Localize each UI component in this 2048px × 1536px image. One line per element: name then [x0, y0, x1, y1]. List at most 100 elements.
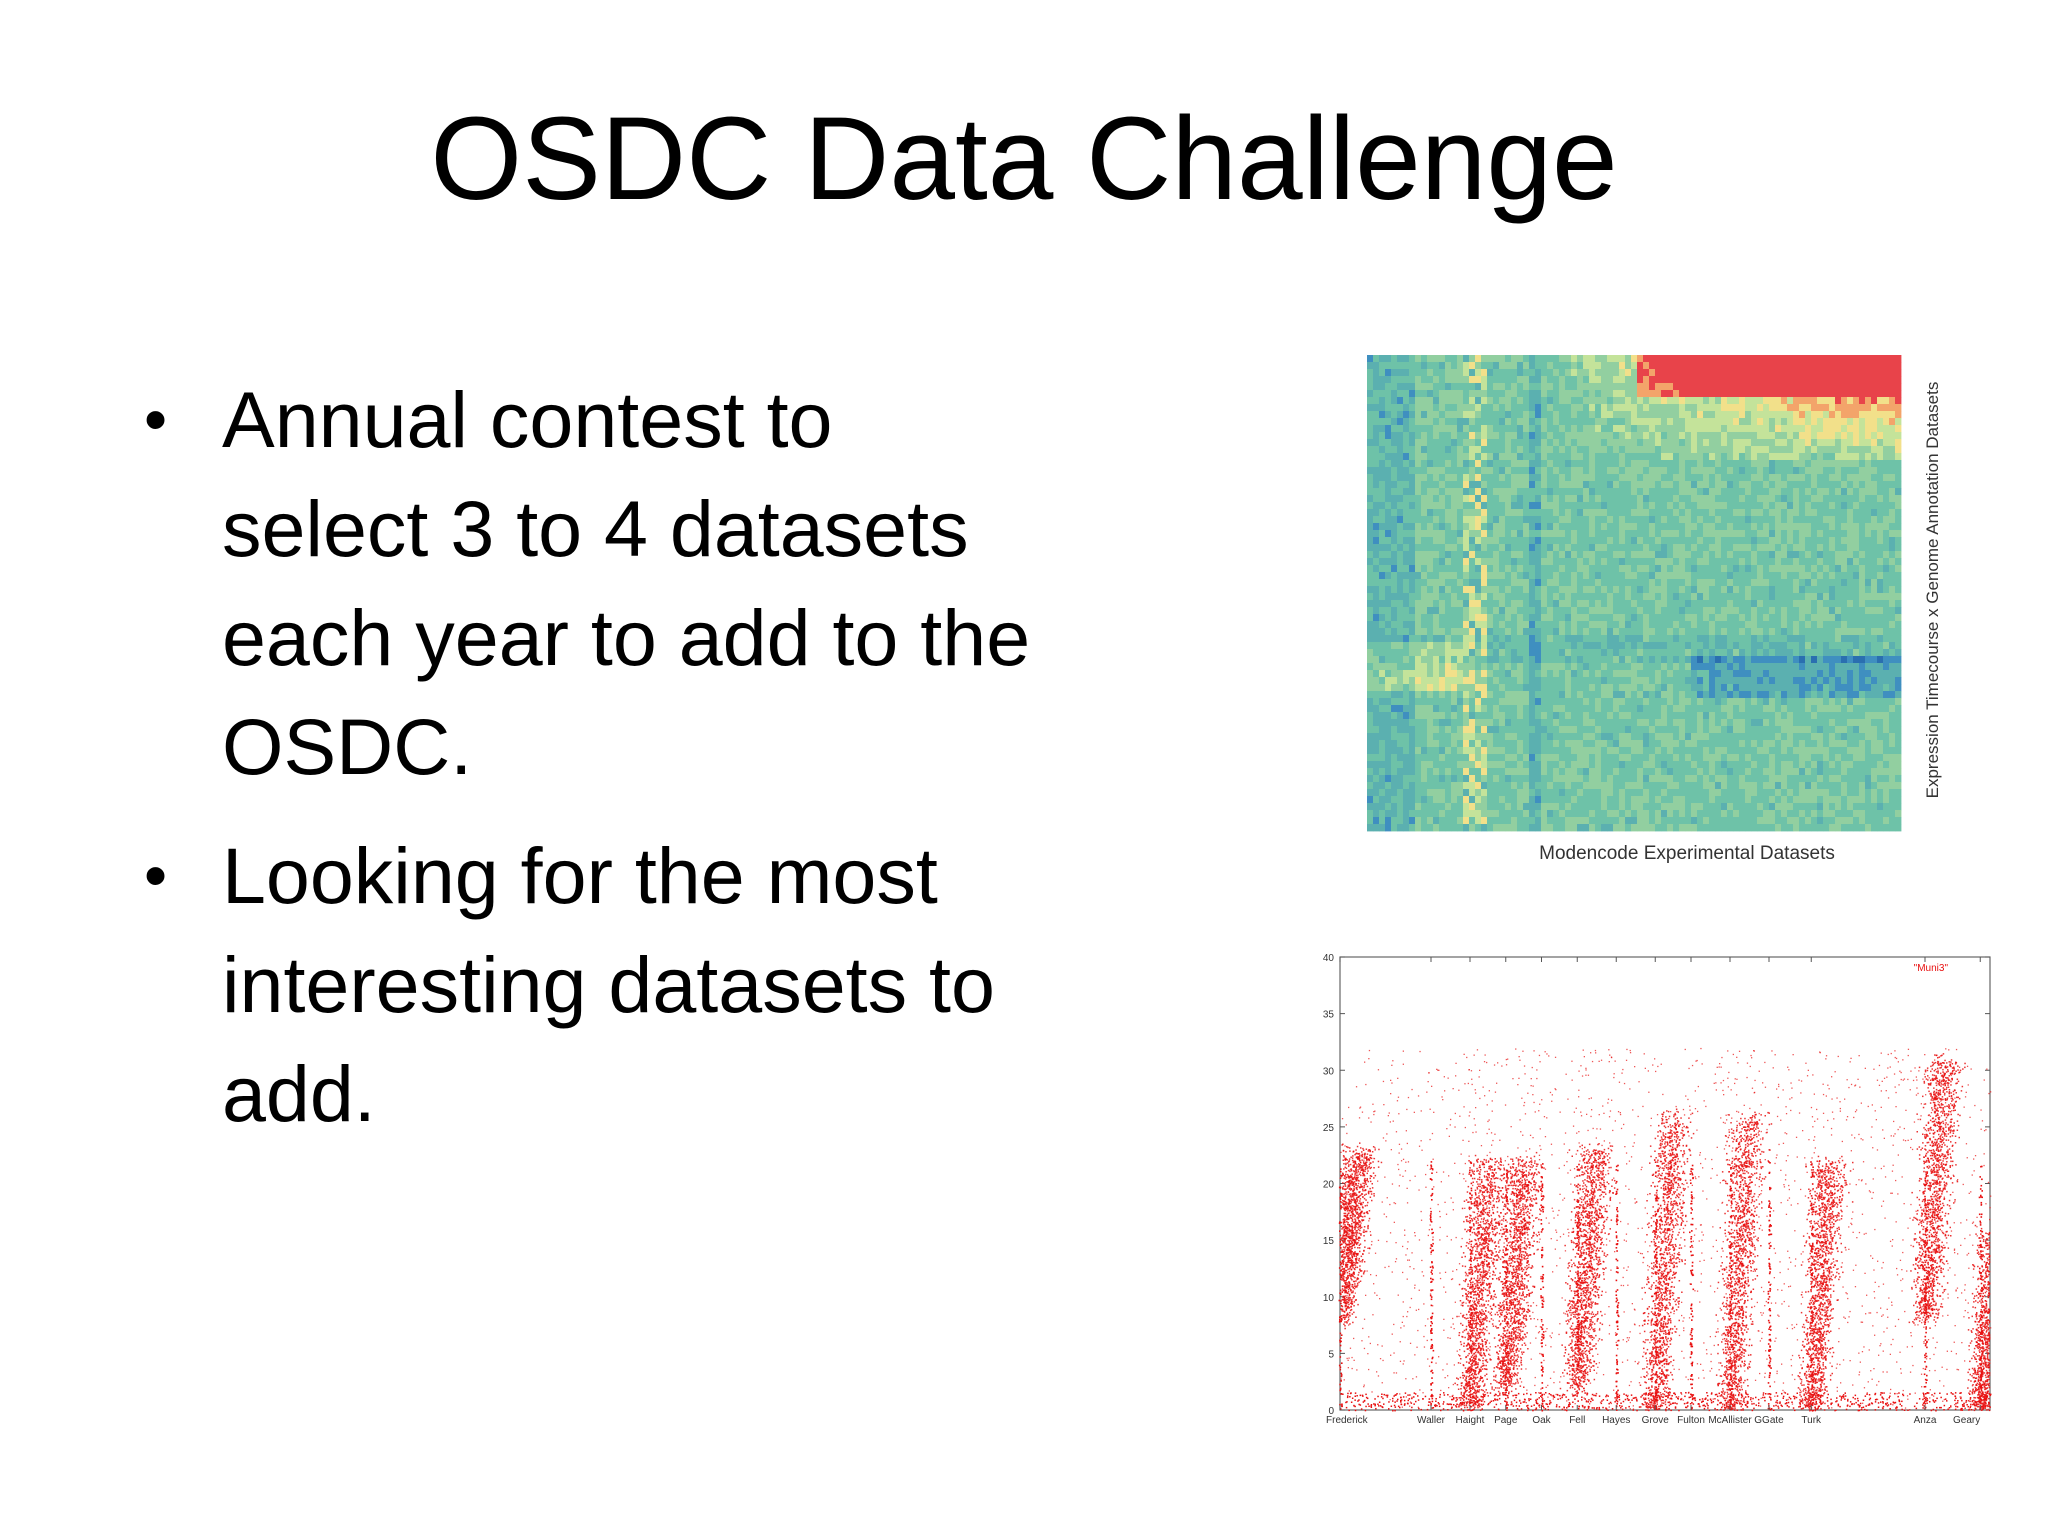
heatmap-cell [1499, 691, 1506, 699]
heatmap-cell [1643, 439, 1650, 447]
heatmap-cell [1649, 390, 1656, 398]
heatmap-cell [1619, 544, 1626, 552]
heatmap-cell [1679, 621, 1686, 629]
heatmap-cell [1415, 614, 1422, 622]
heatmap-cell [1637, 481, 1644, 489]
heatmap-cell [1691, 446, 1698, 454]
heatmap-cell [1445, 663, 1452, 671]
heatmap-cell [1781, 600, 1788, 608]
heatmap-cell [1499, 509, 1506, 517]
heatmap-cell [1709, 579, 1716, 587]
heatmap-cell [1625, 460, 1632, 468]
heatmap-cell [1415, 572, 1422, 580]
heatmap-cell [1535, 537, 1542, 545]
heatmap-cell [1499, 670, 1506, 678]
heatmap-cell [1805, 453, 1812, 461]
heatmap-cell [1403, 586, 1410, 594]
heatmap-cell [1439, 691, 1446, 699]
heatmap-cell [1409, 677, 1416, 685]
heatmap-cell [1583, 642, 1590, 650]
heatmap-cell [1439, 607, 1446, 615]
heatmap-cell [1547, 663, 1554, 671]
heatmap-cell [1811, 390, 1818, 398]
heatmap-cell [1637, 502, 1644, 510]
heatmap-cell [1763, 537, 1770, 545]
heatmap-cell [1865, 677, 1872, 685]
heatmap-cell [1433, 383, 1440, 391]
heatmap-cell [1481, 600, 1488, 608]
heatmap-cell [1763, 614, 1770, 622]
heatmap-cell [1463, 740, 1470, 748]
heatmap-cell [1649, 586, 1656, 594]
heatmap-cell [1577, 446, 1584, 454]
heatmap-cell [1793, 523, 1800, 531]
heatmap-cell [1649, 614, 1656, 622]
heatmap-cell [1517, 537, 1524, 545]
heatmap-cell [1853, 565, 1860, 573]
heatmap-cell [1523, 733, 1530, 741]
heatmap-cell [1841, 509, 1848, 517]
heatmap-cell [1397, 544, 1404, 552]
heatmap-cell [1619, 355, 1626, 363]
heatmap-cell [1733, 467, 1740, 475]
heatmap-cell [1781, 488, 1788, 496]
heatmap-cell [1655, 656, 1662, 664]
heatmap-cell [1559, 621, 1566, 629]
heatmap-cell [1823, 691, 1830, 699]
heatmap-cell [1493, 432, 1500, 440]
heatmap-cell [1691, 642, 1698, 650]
heatmap-cell [1637, 621, 1644, 629]
heatmap-cell [1469, 586, 1476, 594]
heatmap-cell [1625, 495, 1632, 503]
heatmap-cell [1643, 705, 1650, 713]
heatmap-cell [1433, 663, 1440, 671]
heatmap-cell [1421, 404, 1428, 412]
heatmap-cell [1505, 684, 1512, 692]
heatmap-cell [1673, 670, 1680, 678]
heatmap-cell [1655, 446, 1662, 454]
heatmap-cell [1685, 446, 1692, 454]
heatmap-cell [1379, 698, 1386, 706]
heatmap-cell [1655, 362, 1662, 370]
heatmap-cell [1883, 705, 1890, 713]
heatmap-cell [1595, 481, 1602, 489]
heatmap-cell [1493, 677, 1500, 685]
heatmap-cell [1817, 572, 1824, 580]
heatmap-cell [1619, 663, 1626, 671]
heatmap-cell [1811, 551, 1818, 559]
heatmap-cell [1511, 544, 1518, 552]
heatmap-cell [1751, 551, 1758, 559]
heatmap-cell [1535, 425, 1542, 433]
heatmap-cell [1403, 383, 1410, 391]
heatmap-cell [1895, 376, 1902, 384]
heatmap-cell [1739, 544, 1746, 552]
heatmap-cell [1745, 726, 1752, 734]
heatmap-cell [1655, 726, 1662, 734]
heatmap-cell [1643, 516, 1650, 524]
heatmap-cell [1715, 586, 1722, 594]
heatmap-cell [1757, 677, 1764, 685]
heatmap-cell [1517, 446, 1524, 454]
heatmap-cell [1715, 691, 1722, 699]
heatmap-cell [1469, 628, 1476, 636]
heatmap-cell [1415, 397, 1422, 405]
heatmap-cell [1457, 642, 1464, 650]
heatmap-cell [1859, 712, 1866, 720]
heatmap-cell [1649, 432, 1656, 440]
heatmap-cell [1847, 544, 1854, 552]
heatmap-cell [1739, 453, 1746, 461]
heatmap-cell [1883, 656, 1890, 664]
heatmap-cell [1823, 719, 1830, 727]
heatmap-cell [1811, 488, 1818, 496]
heatmap-cell [1529, 418, 1536, 426]
heatmap-cell [1577, 614, 1584, 622]
heatmap-cell [1769, 642, 1776, 650]
heatmap-cell [1787, 481, 1794, 489]
heatmap-cell [1679, 516, 1686, 524]
heatmap-cell [1571, 558, 1578, 566]
heatmap-cell [1835, 733, 1842, 741]
heatmap-cell [1553, 719, 1560, 727]
heatmap-cell [1619, 558, 1626, 566]
heatmap-cell [1481, 733, 1488, 741]
heatmap-cell [1787, 642, 1794, 650]
